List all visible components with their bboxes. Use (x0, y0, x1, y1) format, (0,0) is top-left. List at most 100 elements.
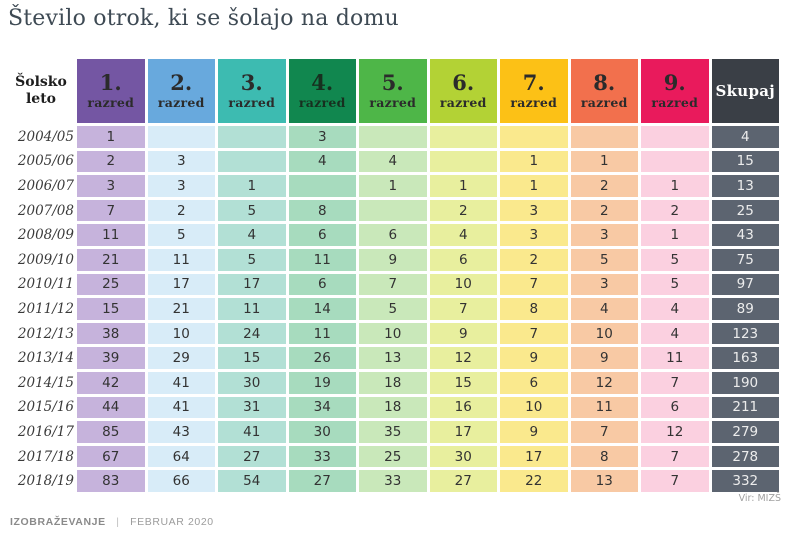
table-row: 2013/14 39 29 15 26 13 12 9 9 11 163 (8, 347, 779, 369)
value-cell: 33 (359, 470, 427, 492)
table-row: 2011/12 15 21 11 14 5 7 8 4 4 89 (8, 298, 779, 320)
table-row: 2005/06 2 3 4 4 1 1 15 (8, 150, 779, 173)
header-row: Šolsko leto 1. razred 2. razred 3. razred 4. raz… (8, 59, 779, 123)
year-cell: 2013/14 (17, 350, 74, 367)
year-cell: 2015/16 (17, 399, 74, 416)
value-cell: 6 (429, 248, 497, 271)
value-cell: 9 (500, 347, 568, 369)
value-cell: 2 (77, 150, 145, 173)
total-cell: 279 (711, 421, 779, 443)
value-cell: 44 (77, 396, 145, 419)
value-cell (429, 126, 497, 148)
value-cell: 24 (218, 322, 286, 345)
total-cell: 13 (711, 175, 779, 197)
value-cell: 27 (429, 470, 497, 492)
grade-label: razred (298, 94, 346, 110)
table-body: 2004/05 1 3 4 2005/06 2 3 4 4 1 1 15 2006/07 3 3 1 1 1 1 2 1… (8, 126, 779, 492)
total-cell: 4 (711, 126, 779, 148)
value-cell: 7 (359, 273, 427, 296)
footer: IZOBRAŽEVANJE | FEBRUAR 2020 (10, 516, 214, 528)
total-cell: 211 (711, 396, 779, 419)
value-cell: 21 (77, 248, 145, 271)
total-cell: 75 (711, 248, 779, 271)
col-header-grade-1: 1. razred (77, 59, 145, 123)
year-cell: 2012/13 (17, 325, 74, 342)
value-cell: 83 (77, 470, 145, 492)
table-row: 2015/16 44 41 31 34 18 16 10 11 6 211 (8, 396, 779, 419)
value-cell: 9 (429, 322, 497, 345)
value-cell (570, 126, 638, 148)
table-row: 2012/13 38 10 24 11 10 9 7 10 4 123 (8, 322, 779, 345)
grade-label: razred (510, 94, 558, 110)
col-header-grade-8: 8. razred (570, 59, 638, 123)
value-cell: 41 (218, 421, 286, 443)
value-cell: 3 (288, 126, 356, 148)
value-cell: 13 (359, 347, 427, 369)
grade-number: 6. (452, 70, 475, 96)
value-cell: 2 (500, 248, 568, 271)
value-cell: 3 (570, 273, 638, 296)
value-cell: 5 (147, 224, 215, 246)
col-header-total: Skupaj (711, 59, 779, 123)
value-cell: 12 (429, 347, 497, 369)
value-cell: 2 (570, 175, 638, 197)
value-cell: 11 (288, 248, 356, 271)
value-cell: 21 (147, 298, 215, 320)
value-cell: 17 (429, 421, 497, 443)
value-cell: 7 (500, 322, 568, 345)
col-header-grade-7: 7. razred (500, 59, 568, 123)
value-cell: 13 (570, 470, 638, 492)
value-cell: 54 (218, 470, 286, 492)
value-cell: 5 (359, 298, 427, 320)
year-cell: 2010/11 (17, 276, 74, 293)
value-cell: 67 (77, 445, 145, 468)
value-cell: 64 (147, 445, 215, 468)
value-cell: 17 (218, 273, 286, 296)
total-cell: 163 (711, 347, 779, 369)
value-cell: 85 (77, 421, 145, 443)
value-cell (218, 150, 286, 173)
value-cell: 18 (359, 396, 427, 419)
value-cell: 15 (77, 298, 145, 320)
value-cell (641, 150, 709, 173)
value-cell: 6 (288, 273, 356, 296)
value-cell: 11 (288, 322, 356, 345)
year-cell: 2014/15 (17, 374, 74, 391)
table-row: 2009/10 21 11 5 11 9 6 2 5 5 75 (8, 248, 779, 271)
value-cell: 30 (218, 371, 286, 394)
value-cell: 11 (570, 396, 638, 419)
value-cell: 17 (147, 273, 215, 296)
value-cell: 6 (359, 224, 427, 246)
year-cell: 2005/06 (17, 153, 74, 170)
grade-label: razred (87, 94, 135, 110)
value-cell: 29 (147, 347, 215, 369)
value-cell (218, 126, 286, 148)
value-cell: 8 (288, 199, 356, 222)
total-cell: 123 (711, 322, 779, 345)
value-cell: 42 (77, 371, 145, 394)
value-cell: 39 (77, 347, 145, 369)
value-cell: 10 (570, 322, 638, 345)
value-cell: 1 (500, 175, 568, 197)
value-cell: 17 (500, 445, 568, 468)
value-cell: 27 (218, 445, 286, 468)
year-cell: 2009/10 (17, 251, 74, 268)
value-cell: 41 (147, 371, 215, 394)
table-row: 2017/18 67 64 27 33 25 30 17 8 7 278 (8, 445, 779, 468)
value-cell: 34 (288, 396, 356, 419)
col-header-grade-9: 9. razred (641, 59, 709, 123)
value-cell: 43 (147, 421, 215, 443)
total-cell: 332 (711, 470, 779, 492)
col-header-grade-5: 5. razred (359, 59, 427, 123)
value-cell: 25 (359, 445, 427, 468)
value-cell: 4 (429, 224, 497, 246)
value-cell: 7 (641, 371, 709, 394)
value-cell: 38 (77, 322, 145, 345)
value-cell: 10 (429, 273, 497, 296)
year-cell: 2011/12 (17, 300, 74, 317)
grade-number: 4. (311, 70, 334, 96)
year-cell: 2008/09 (17, 227, 74, 244)
table-row: 2007/08 7 2 5 8 2 3 2 2 25 (8, 199, 779, 222)
value-cell: 3 (147, 175, 215, 197)
table-header: Šolsko leto 1. razred 2. razred 3. razred 4. raz… (8, 59, 779, 123)
